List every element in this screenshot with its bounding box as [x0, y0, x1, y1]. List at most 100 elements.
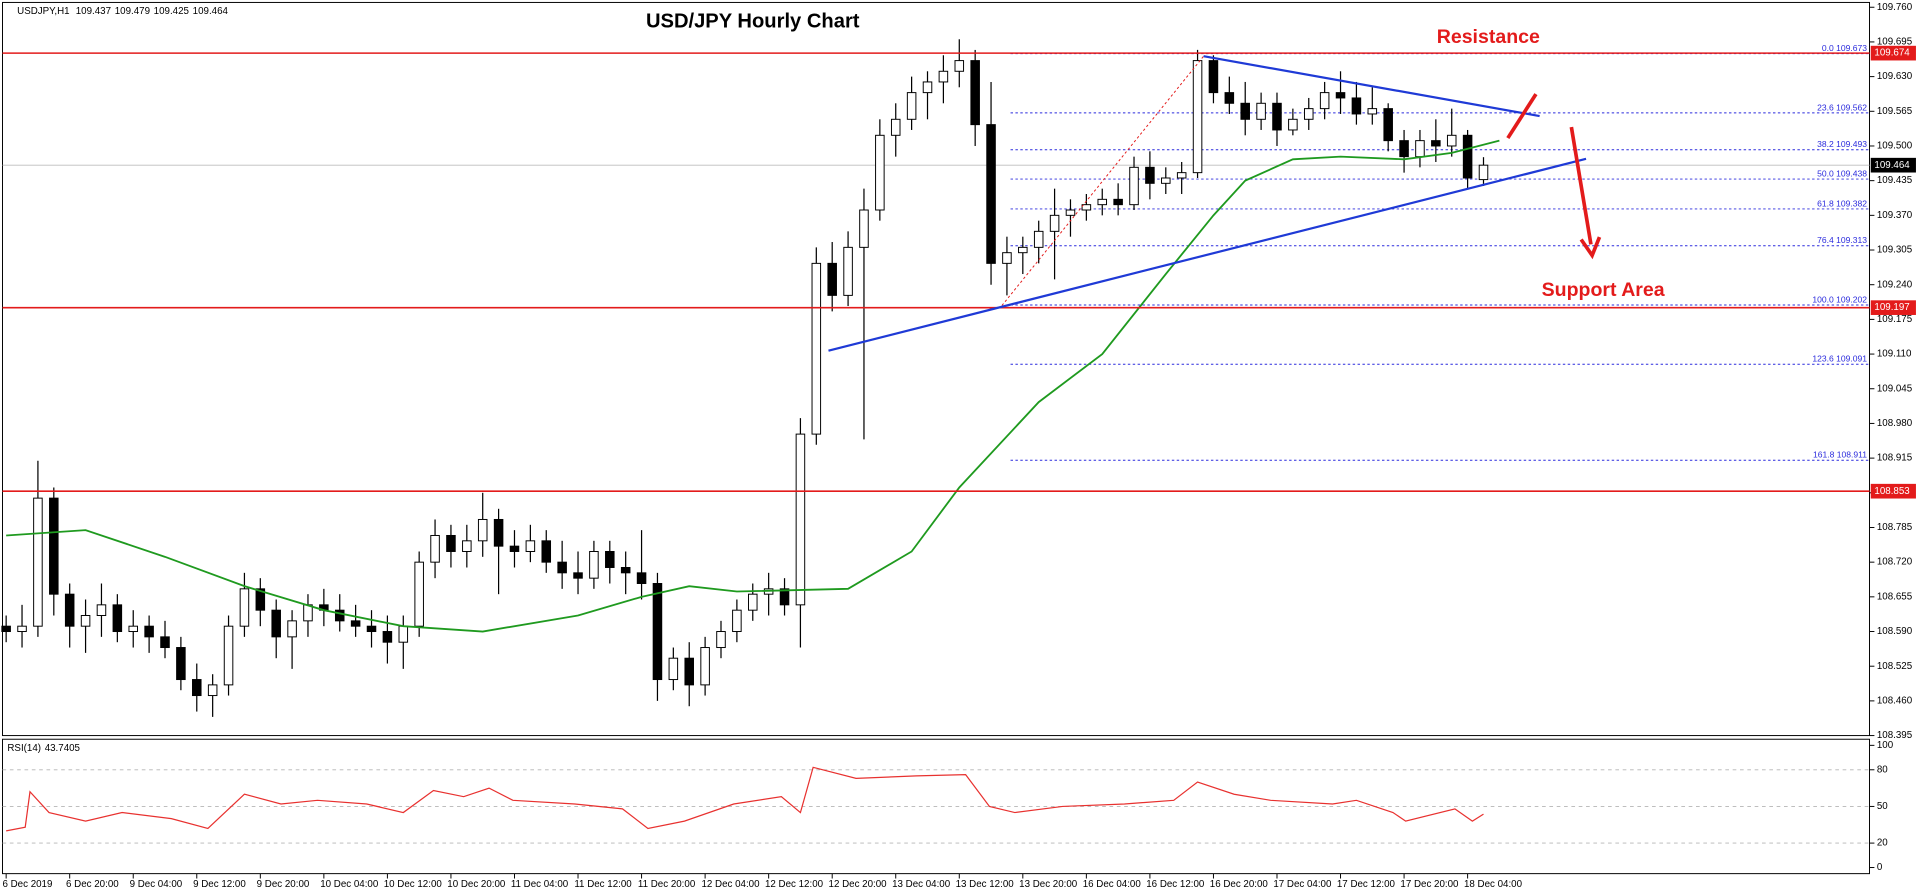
candle-body	[1176, 172, 1187, 179]
candle-body	[1002, 252, 1012, 264]
x-tick-label: 10 Dec 12:00	[384, 879, 443, 890]
y-tick-label: 109.305	[1877, 245, 1913, 256]
y-tick-label: 108.980	[1877, 418, 1913, 429]
candle-body	[652, 583, 663, 681]
candle-body	[176, 647, 186, 681]
fib-label: 0.0 109.673	[1822, 43, 1867, 53]
candle-body	[1415, 140, 1425, 158]
candle-body	[1224, 92, 1235, 104]
y-tick-label: 109.175	[1877, 314, 1913, 325]
low: 109.425	[154, 6, 190, 17]
candle-body	[17, 625, 27, 633]
x-tick-label: 17 Dec 20:00	[1400, 879, 1459, 890]
x-tick-label: 6 Dec 20:00	[66, 879, 119, 890]
fib-label: 50.0 109.438	[1817, 168, 1867, 178]
candle-body	[1351, 97, 1362, 115]
candle-body	[779, 588, 790, 606]
candle-body	[80, 615, 91, 627]
candle-body	[573, 572, 583, 579]
x-tick-label: 9 Dec 04:00	[130, 879, 183, 890]
candle-body	[430, 534, 440, 563]
candle-body	[843, 246, 853, 296]
y-tick-label: 109.370	[1877, 210, 1913, 221]
candle-body	[700, 647, 710, 686]
fib-label: 161.8 108.911	[1813, 450, 1867, 460]
candle-body	[1145, 166, 1155, 184]
fib-label: 23.6 109.562	[1817, 102, 1867, 112]
high: 109.479	[115, 6, 150, 17]
candle-body	[875, 134, 885, 211]
y-tick-label: 109.240	[1877, 279, 1913, 290]
candle-body	[1256, 102, 1266, 120]
x-tick-label: 13 Dec 20:00	[1019, 879, 1078, 890]
x-tick-label: 12 Dec 04:00	[701, 879, 760, 890]
candle-body	[287, 620, 297, 638]
candle-body	[1288, 118, 1298, 131]
arrow-up	[1506, 93, 1538, 140]
header: USDJPY,H1 109.437 109.479 109.425 109.464	[17, 6, 228, 17]
candle-body	[1319, 92, 1330, 110]
y-tick-label: 109.630	[1877, 71, 1913, 82]
candle-body	[223, 625, 234, 686]
y-tick-label: 109.695	[1877, 37, 1913, 48]
level-label: 108.853	[1874, 486, 1909, 497]
rsi-line	[6, 766, 1484, 832]
candle-body	[509, 545, 520, 552]
y-tick-label: 109.435	[1877, 175, 1913, 186]
candle-body	[859, 209, 869, 248]
candle-body	[144, 625, 154, 638]
y-tick-label: 108.655	[1877, 591, 1913, 602]
rsi-value: 43.7405	[45, 742, 81, 753]
y-tick-label: 108.395	[1877, 730, 1913, 741]
y-tick-label: 109.045	[1877, 383, 1913, 394]
candle-body	[732, 609, 742, 633]
candle-body	[1, 625, 11, 633]
candle-body	[1367, 108, 1378, 115]
candle-body	[1478, 164, 1489, 181]
current-price-box	[1870, 157, 1916, 173]
fib-label: 123.6 109.091	[1812, 354, 1867, 364]
y-tick-label: 100	[1877, 740, 1894, 751]
candle-body	[716, 631, 726, 649]
candle-body	[1303, 108, 1314, 120]
rsi-header: RSI(14) 43.7405	[7, 742, 80, 753]
x-tick-label: 16 Dec 04:00	[1083, 879, 1142, 890]
candle-body	[1097, 198, 1108, 206]
x-tick-label: 12 Dec 12:00	[765, 879, 824, 890]
candle-body	[33, 497, 43, 627]
level-box	[1870, 45, 1916, 61]
candle-body	[350, 620, 361, 627]
x-tick-label: 16 Dec 20:00	[1210, 879, 1269, 890]
x-tick-label: 11 Dec 20:00	[638, 879, 696, 890]
candle-body	[605, 550, 615, 568]
level-label: 109.197	[1874, 302, 1909, 313]
y-tick-label: 80	[1877, 764, 1888, 775]
y-tick-label: 108.460	[1877, 695, 1913, 706]
candle-body	[207, 684, 218, 697]
x-tick-label: 9 Dec 12:00	[193, 879, 246, 890]
fib-label: 38.2 109.493	[1817, 139, 1867, 149]
candle-body	[684, 657, 694, 686]
candle-body	[1335, 92, 1346, 99]
level-box	[1870, 483, 1916, 499]
candle-body	[1018, 246, 1028, 254]
candle-body	[64, 593, 75, 627]
candle-body	[271, 609, 281, 638]
candle-body	[192, 679, 202, 697]
x-tick-label: 13 Dec 12:00	[956, 879, 1015, 890]
current-price-label: 109.464	[1874, 160, 1910, 171]
x-tick-label: 18 Dec 04:00	[1464, 879, 1523, 890]
y-tick-label: 0	[1877, 862, 1883, 873]
candle-body	[96, 604, 107, 617]
x-tick-label: 17 Dec 04:00	[1273, 879, 1332, 890]
candle-body	[811, 262, 822, 435]
candle-body	[112, 604, 123, 633]
candle-body	[1033, 230, 1044, 248]
candle-body	[477, 518, 488, 542]
candle-body	[255, 588, 266, 611]
candle-body	[462, 540, 472, 552]
candle-body	[1208, 60, 1219, 94]
y-tick-label: 109.760	[1877, 2, 1913, 13]
candle-body	[1383, 108, 1393, 142]
